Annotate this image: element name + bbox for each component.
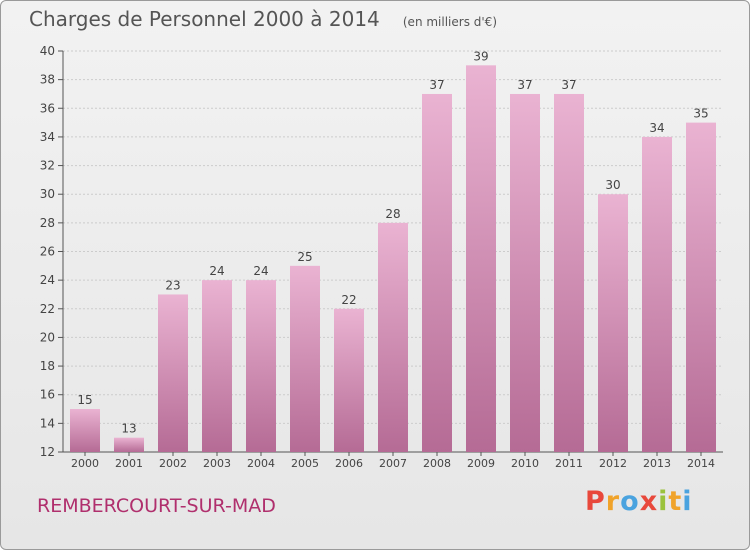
bar [158, 294, 188, 452]
commune-name: REMBERCOURT-SUR-MAD [37, 495, 276, 517]
y-tick-label: 32 [40, 159, 55, 173]
x-tick-label: 2000 [71, 457, 99, 470]
y-tick-label: 36 [40, 101, 55, 115]
x-tick-label: 2008 [423, 457, 451, 470]
y-tick-label: 18 [40, 359, 55, 373]
chart-subtitle: (en milliers d'€) [402, 15, 497, 29]
y-tick-label: 22 [40, 302, 55, 316]
x-tick-label: 2002 [159, 457, 187, 470]
brand-letter: i [682, 486, 693, 517]
y-tick-label: 12 [40, 445, 55, 459]
brand-letter: P [585, 486, 606, 517]
x-tick-label: 2012 [599, 457, 627, 470]
proxiti-logo: Proxiti [585, 486, 693, 517]
bar [114, 437, 144, 452]
data-label: 30 [605, 178, 620, 192]
x-tick-label: 2003 [203, 457, 231, 470]
bar [378, 222, 408, 452]
bar [70, 409, 100, 452]
bar [510, 93, 540, 452]
x-tick-label: 2001 [115, 457, 143, 470]
x-tick-label: 2010 [511, 457, 539, 470]
y-tick-label: 28 [40, 216, 55, 230]
bar [334, 308, 364, 452]
y-tick-label: 40 [40, 44, 55, 58]
bar [598, 194, 628, 452]
y-tick-label: 34 [40, 130, 55, 144]
bar [290, 265, 320, 452]
data-label: 24 [209, 264, 224, 278]
bar [202, 280, 232, 452]
data-label: 39 [473, 49, 488, 63]
data-label: 24 [253, 264, 268, 278]
x-tick-label: 2011 [555, 457, 583, 470]
x-tick-label: 2009 [467, 457, 495, 470]
y-tick-label: 26 [40, 245, 55, 259]
bar [686, 122, 716, 452]
brand-letter: r [605, 486, 621, 517]
data-label: 25 [297, 250, 312, 264]
bar [246, 280, 276, 452]
brand-letter: x [639, 486, 659, 517]
y-tick-label: 16 [40, 388, 55, 402]
x-tick-label: 2004 [247, 457, 275, 470]
brand-letter: o [620, 486, 640, 517]
data-label: 15 [77, 393, 92, 407]
brand-letter: i [658, 486, 669, 517]
data-label: 37 [561, 78, 576, 92]
x-tick-label: 2005 [291, 457, 319, 470]
bar [466, 65, 496, 453]
x-tick-label: 2014 [687, 457, 715, 470]
x-tick-label: 2006 [335, 457, 363, 470]
bar [554, 93, 584, 452]
data-label: 13 [121, 422, 136, 436]
data-label: 37 [517, 78, 532, 92]
y-tick-label: 14 [40, 416, 55, 430]
data-label: 28 [385, 207, 400, 221]
y-tick-label: 24 [40, 273, 55, 287]
bar [642, 136, 672, 452]
data-label: 22 [341, 293, 356, 307]
data-label: 35 [693, 107, 708, 121]
x-tick-label: 2013 [643, 457, 671, 470]
data-label: 23 [165, 278, 180, 292]
y-tick-label: 38 [40, 73, 55, 87]
data-label: 34 [649, 121, 664, 135]
bar [422, 93, 452, 452]
chart-title: Charges de Personnel 2000 à 2014 [29, 7, 380, 31]
title-row: Charges de Personnel 2000 à 2014 (en mil… [29, 7, 497, 31]
brand-letter: t [668, 486, 683, 517]
x-tick-label: 2007 [379, 457, 407, 470]
data-label: 37 [429, 78, 444, 92]
y-tick-label: 20 [40, 330, 55, 344]
y-tick-label: 30 [40, 187, 55, 201]
